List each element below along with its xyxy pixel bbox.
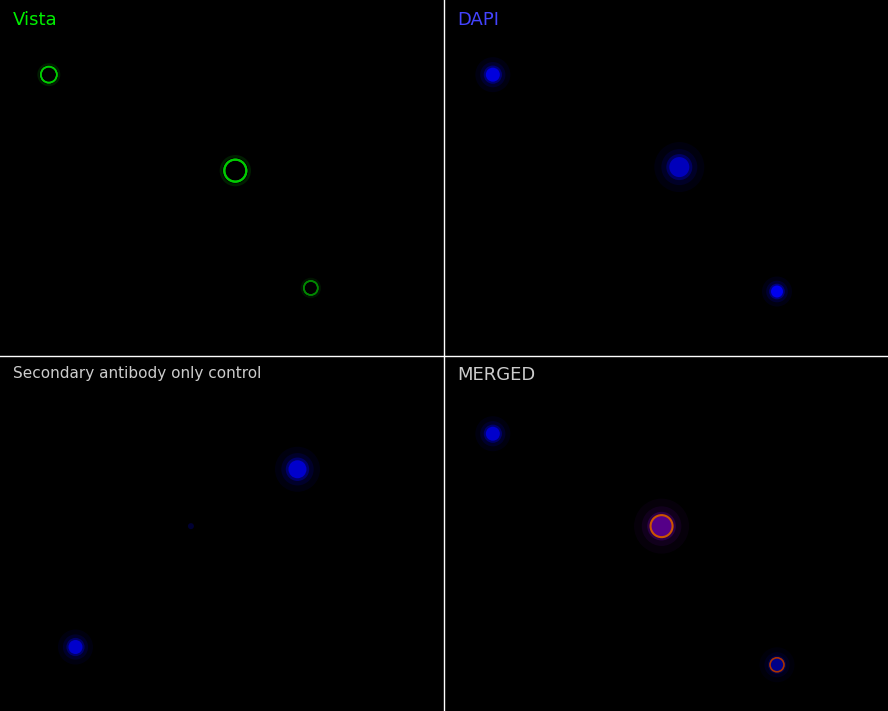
Circle shape <box>647 512 676 540</box>
Circle shape <box>275 447 320 492</box>
Circle shape <box>484 424 502 443</box>
Circle shape <box>759 647 795 683</box>
Text: Secondary antibody only control: Secondary antibody only control <box>13 366 262 381</box>
Circle shape <box>289 460 306 479</box>
Circle shape <box>766 281 788 302</box>
Circle shape <box>67 638 84 656</box>
Circle shape <box>662 149 697 185</box>
Circle shape <box>63 634 88 660</box>
Circle shape <box>762 277 792 306</box>
Text: Vista: Vista <box>13 11 58 28</box>
Circle shape <box>480 421 505 447</box>
Circle shape <box>642 506 681 546</box>
Circle shape <box>486 68 500 82</box>
Circle shape <box>634 498 689 554</box>
Text: MERGED: MERGED <box>457 366 535 384</box>
Circle shape <box>286 458 309 481</box>
Circle shape <box>666 154 693 180</box>
Circle shape <box>68 640 83 654</box>
Text: DAPI: DAPI <box>457 11 499 28</box>
Circle shape <box>188 523 194 529</box>
Circle shape <box>768 656 786 674</box>
Circle shape <box>670 157 689 177</box>
Circle shape <box>770 658 784 672</box>
Circle shape <box>651 515 672 537</box>
Circle shape <box>281 453 313 486</box>
Circle shape <box>480 62 505 87</box>
Circle shape <box>769 284 785 299</box>
Circle shape <box>654 142 704 192</box>
Circle shape <box>765 652 789 678</box>
Circle shape <box>475 416 511 451</box>
Circle shape <box>486 427 500 441</box>
Circle shape <box>475 57 511 92</box>
Circle shape <box>771 286 783 297</box>
Circle shape <box>58 629 93 665</box>
Circle shape <box>484 65 502 84</box>
